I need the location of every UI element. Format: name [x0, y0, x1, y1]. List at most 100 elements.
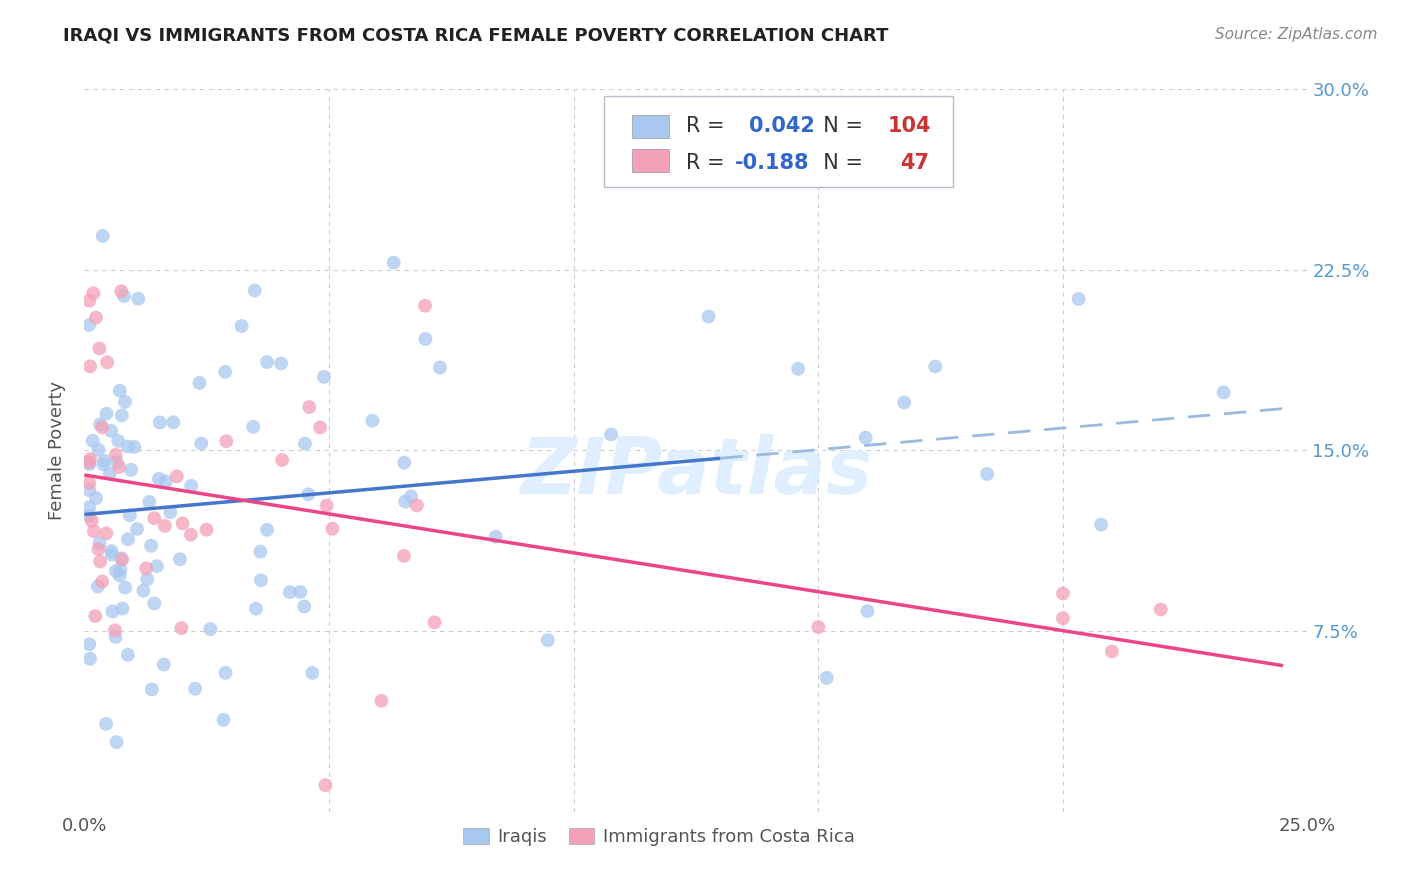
Text: 47: 47: [900, 153, 929, 173]
Point: [245, 601, 267, 615]
Point: [856, 604, 879, 618]
Point: [309, 420, 332, 434]
Point: [249, 544, 271, 558]
Point: [697, 310, 720, 324]
Point: [180, 479, 202, 493]
Point: [80, 514, 103, 528]
Point: [242, 419, 264, 434]
Point: [815, 671, 838, 685]
Point: [1067, 292, 1090, 306]
Point: [141, 682, 163, 697]
Point: [82, 434, 104, 448]
Point: [83, 524, 105, 539]
Point: [117, 440, 139, 454]
Point: [298, 400, 321, 414]
Point: [112, 289, 135, 303]
Point: [256, 355, 278, 369]
Point: [1150, 602, 1173, 616]
Point: [79, 452, 101, 467]
Point: [107, 434, 129, 448]
Point: [399, 489, 422, 503]
Point: [96, 526, 118, 541]
Point: [77, 293, 100, 308]
Point: [148, 472, 170, 486]
Point: [600, 427, 623, 442]
Point: [108, 568, 131, 582]
Point: [77, 637, 100, 651]
Point: [787, 361, 810, 376]
Point: [893, 395, 915, 409]
Point: [91, 574, 114, 589]
Text: 104: 104: [889, 117, 932, 136]
Point: [314, 778, 336, 792]
Point: [110, 285, 132, 299]
Point: [79, 652, 101, 666]
Point: [159, 505, 181, 519]
Point: [125, 522, 148, 536]
Point: [101, 605, 124, 619]
Point: [195, 523, 218, 537]
Point: [429, 360, 451, 375]
Point: [108, 384, 131, 398]
Point: [143, 511, 166, 525]
Point: [415, 332, 437, 346]
Point: [361, 414, 384, 428]
Point: [297, 487, 319, 501]
FancyBboxPatch shape: [633, 149, 669, 172]
Point: [485, 530, 508, 544]
Point: [111, 601, 134, 615]
Point: [77, 476, 100, 491]
Point: [114, 581, 136, 595]
Point: [321, 522, 343, 536]
Point: [89, 417, 111, 432]
Point: [91, 420, 114, 434]
Point: [537, 633, 560, 648]
Point: [976, 467, 998, 481]
Point: [100, 424, 122, 438]
Point: [111, 409, 134, 423]
Point: [77, 483, 100, 498]
Point: [256, 523, 278, 537]
Point: [77, 455, 100, 469]
Point: [105, 455, 128, 469]
Text: 0.042: 0.042: [748, 117, 814, 136]
Point: [127, 292, 149, 306]
Point: [149, 416, 172, 430]
Point: [98, 467, 121, 481]
Text: R =: R =: [686, 117, 731, 136]
Point: [79, 359, 101, 374]
Point: [104, 630, 127, 644]
Point: [138, 495, 160, 509]
Point: [166, 469, 188, 483]
Legend: Iraqis, Immigrants from Costa Rica: Iraqis, Immigrants from Costa Rica: [456, 821, 862, 854]
Point: [104, 564, 127, 578]
Point: [855, 431, 877, 445]
Point: [84, 609, 107, 624]
Text: N =: N =: [810, 153, 869, 173]
Point: [82, 286, 104, 301]
Point: [1052, 611, 1074, 625]
Point: [91, 229, 114, 244]
Point: [392, 456, 415, 470]
Point: [117, 648, 139, 662]
Point: [91, 458, 114, 472]
Point: [405, 499, 427, 513]
Point: [423, 615, 446, 630]
Text: Source: ZipAtlas.com: Source: ZipAtlas.com: [1215, 27, 1378, 42]
Point: [132, 583, 155, 598]
Point: [89, 342, 111, 356]
Point: [1052, 586, 1074, 600]
Point: [77, 500, 100, 515]
Point: [382, 255, 405, 269]
Point: [250, 574, 273, 588]
Point: [243, 284, 266, 298]
Point: [370, 694, 392, 708]
Point: [180, 527, 202, 541]
Point: [84, 491, 107, 505]
Point: [153, 519, 176, 533]
Point: [169, 552, 191, 566]
Text: R =: R =: [686, 153, 731, 173]
Point: [96, 355, 118, 369]
Point: [294, 436, 316, 450]
Point: [1101, 644, 1123, 658]
